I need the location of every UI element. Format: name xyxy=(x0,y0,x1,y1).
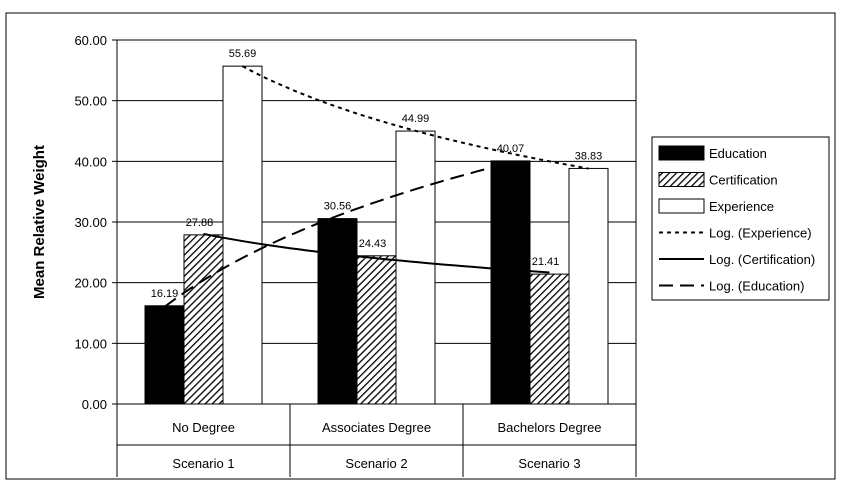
x-category-label: Associates Degree xyxy=(322,420,431,435)
bar-experience xyxy=(395,130,436,405)
legend-label: Log. (Experience) xyxy=(709,226,812,241)
trendlines xyxy=(163,65,589,308)
trendline-experience xyxy=(242,65,589,170)
bar-education xyxy=(490,160,531,405)
data-label: 16.19 xyxy=(151,288,179,300)
legend-label: Certification xyxy=(709,173,778,188)
legend: Education Certification Experience Log. (Ex… xyxy=(651,136,830,301)
y-axis-title: Mean Relative Weight xyxy=(31,145,48,299)
legend-label: Education xyxy=(709,146,767,161)
data-labels: 16.19 30.56 40.07 27.88 24.43 21.41 55.69 44.99… xyxy=(151,48,603,300)
x-group-label: Scenario 1 xyxy=(172,456,234,471)
data-label: 55.69 xyxy=(229,48,257,60)
bars xyxy=(144,65,609,405)
legend-box xyxy=(651,136,830,301)
data-label: 40.07 xyxy=(497,143,525,155)
bar-education xyxy=(144,305,185,405)
x-group-label: Scenario 3 xyxy=(518,456,580,471)
legend-swatch-certification xyxy=(658,172,705,187)
data-label: 38.83 xyxy=(575,150,603,162)
trendline-certification xyxy=(203,232,550,274)
data-label: 24.43 xyxy=(359,238,387,250)
bar-experience xyxy=(568,167,609,405)
legend-swatch-experience xyxy=(658,198,705,214)
legend-label: Experience xyxy=(709,199,774,214)
x-category-label: Bachelors Degree xyxy=(497,420,601,435)
trendline-education xyxy=(163,161,511,308)
data-label: 27.88 xyxy=(186,217,214,229)
y-tick-label: 20.00 xyxy=(74,276,107,291)
axes: 0.00 10.00 20.00 30.00 40.00 50.00 60.00 No Deg… xyxy=(74,33,637,477)
data-label: 44.99 xyxy=(402,113,430,125)
legend-swatch-education xyxy=(658,145,705,161)
bar-education xyxy=(317,218,358,405)
data-label: 21.41 xyxy=(532,256,560,268)
x-category-label: No Degree xyxy=(172,420,235,435)
y-tick-label: 0.00 xyxy=(82,397,107,412)
legend-label: Log. (Education) xyxy=(709,279,804,294)
data-label: 30.56 xyxy=(324,201,352,213)
y-tick-label: 50.00 xyxy=(74,94,107,109)
bar-experience xyxy=(222,65,263,405)
y-tick-label: 30.00 xyxy=(74,215,107,230)
x-group-label: Scenario 2 xyxy=(345,456,407,471)
y-tick-label: 10.00 xyxy=(74,336,107,351)
bar-certification xyxy=(356,255,397,405)
y-tick-label: 60.00 xyxy=(74,33,107,48)
legend-label: Log. (Certification) xyxy=(709,252,815,267)
bar-certification xyxy=(183,234,224,405)
bar-certification xyxy=(529,273,570,405)
y-tick-label: 40.00 xyxy=(74,154,107,169)
